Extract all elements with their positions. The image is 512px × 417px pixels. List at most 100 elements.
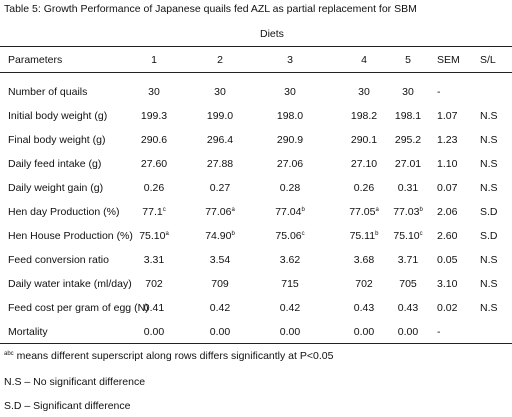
diet-2-value-text: 709 (211, 278, 229, 290)
sl-value-text: N.S (480, 110, 498, 122)
diet-3-value-superscript: c (301, 231, 305, 237)
diet-2-value-text: 0.42 (209, 302, 231, 314)
diet-5-value-text: 77.03 (393, 206, 420, 218)
sl-value-text: N.S (480, 158, 498, 170)
sl-value: N.S (480, 276, 508, 292)
diet-5-value-text: 705 (399, 278, 417, 290)
table-row: Feed conversion ratio 3.31 3.54 3.62 3.68 3.7… (0, 252, 512, 274)
diet-5-value: 27.01 (384, 156, 432, 172)
diet-5-value: 295.2 (384, 132, 432, 148)
table-row: Feed cost per gram of egg (N) 0.41 0.42 0.4… (0, 300, 512, 322)
diet-4-value: 198.2 (340, 108, 388, 124)
diet-1-value-superscript: c (162, 207, 166, 213)
diet-1-value-text: 3.31 (143, 254, 165, 266)
table-row: Daily water intake (ml/day) 702 709 715 702 7… (0, 276, 512, 298)
footnote-significance: abc means different superscript along ro… (4, 350, 333, 362)
sl-value: N.S (480, 180, 508, 196)
diet-3-value: 0.28 (266, 180, 314, 196)
header-sem: SEM (437, 54, 460, 66)
param-label-text: Mortality (8, 326, 48, 338)
sem-value-text: 1.23 (437, 134, 458, 146)
diet-4-value: 290.1 (340, 132, 388, 148)
header-diet-4: 4 (361, 54, 367, 66)
diet-3-value-text: 0.42 (279, 302, 301, 314)
diet-3-value-text: 715 (281, 278, 299, 290)
param-label-text: Daily weight gain (g) (8, 182, 104, 194)
param-label: Number of quails (8, 84, 87, 100)
diet-2-value-text: 77.06 (205, 206, 232, 218)
param-label-text: Initial body weight (g) (8, 110, 108, 122)
footnote-superscript-marker: abc (4, 351, 14, 357)
diet-2-value: 30 (196, 84, 244, 100)
diet-1-value-superscript: a (165, 231, 169, 237)
table-header-row: Parameters 1 2 3 4 5 SEM S/L (0, 52, 512, 74)
diet-1-value-text: 0.41 (143, 302, 165, 314)
diet-4-value: 75.11b (340, 228, 388, 244)
diet-5-value: 0.00 (384, 324, 432, 340)
diet-1-value: 30 (130, 84, 178, 100)
sl-value-text: S.D (480, 230, 498, 242)
diet-3-value-text: 27.06 (276, 158, 304, 170)
sem-value: 2.60 (437, 228, 467, 244)
param-label: Feed cost per gram of egg (N) (8, 300, 149, 316)
diet-3-value: 75.06c (266, 228, 314, 244)
diet-2-value: 0.00 (196, 324, 244, 340)
param-label: Daily feed intake (g) (8, 156, 101, 172)
param-label-text: Number of quails (8, 86, 88, 98)
diet-2-value-text: 74.90 (205, 230, 232, 242)
diet-4-value: 0.00 (340, 324, 388, 340)
diet-3-value: 30 (266, 84, 314, 100)
diet-1-value: 199.3 (130, 108, 178, 124)
diet-3-value-superscript: b (301, 207, 305, 213)
diet-1-value-text: 0.26 (143, 182, 165, 194)
diet-4-value-text: 0.43 (353, 302, 375, 314)
table-row: Final body weight (g) 290.6 296.4 290.9 290.… (0, 132, 512, 154)
diet-4-value-text: 30 (358, 86, 370, 98)
diet-1-value: 77.1c (130, 204, 178, 220)
sem-value-text: 1.07 (437, 110, 458, 122)
param-label: Hen House Production (%) (8, 228, 133, 244)
sem-value: 2.06 (437, 204, 467, 220)
diet-5-value-text: 75.10 (393, 230, 420, 242)
diet-4-value-text: 0.26 (353, 182, 375, 194)
diet-4-value: 0.43 (340, 300, 388, 316)
diet-3-value: 3.62 (266, 252, 314, 268)
diet-1-value-text: 290.6 (140, 134, 168, 146)
diet-1-value-text: 702 (145, 278, 163, 290)
header-diet-2: 2 (217, 54, 223, 66)
param-label-text: Daily water intake (ml/day) (8, 278, 132, 290)
diet-2-value: 27.88 (196, 156, 244, 172)
header-sl: S/L (480, 54, 496, 66)
param-label: Final body weight (g) (8, 132, 105, 148)
diet-2-value: 0.42 (196, 300, 244, 316)
diet-2-value: 3.54 (196, 252, 244, 268)
sem-value-text: - (437, 86, 441, 98)
param-label: Hen day Production (%) (8, 204, 119, 220)
diet-1-value: 290.6 (130, 132, 178, 148)
diet-5-value-text: 30 (402, 86, 414, 98)
diet-1-value: 702 (130, 276, 178, 292)
sl-value: N.S (480, 108, 508, 124)
sl-value-text: N.S (480, 254, 498, 266)
diet-2-value: 199.0 (196, 108, 244, 124)
sem-value: - (437, 324, 467, 340)
sem-value: 0.07 (437, 180, 467, 196)
diet-2-value: 296.4 (196, 132, 244, 148)
param-label: Mortality (8, 324, 48, 340)
table-row: Daily weight gain (g) 0.26 0.27 0.28 0.26 0.3… (0, 180, 512, 202)
sl-value-text: N.S (480, 278, 498, 290)
diet-5-value: 198.1 (384, 108, 432, 124)
diet-3-value: 27.06 (266, 156, 314, 172)
diet-4-value-text: 3.68 (353, 254, 375, 266)
diet-4-value: 3.68 (340, 252, 388, 268)
table-bottom-rule (0, 343, 512, 344)
diet-3-value-text: 3.62 (279, 254, 301, 266)
table-row: Number of quails 30 30 30 30 30 - (0, 84, 512, 106)
diet-5-value-text: 3.71 (397, 254, 419, 266)
sem-value-text: 2.06 (437, 206, 458, 218)
sl-value-text: N.S (480, 134, 498, 146)
diet-5-value-text: 295.2 (394, 134, 422, 146)
diet-5-value-superscript: b (419, 207, 423, 213)
diet-1-value: 0.26 (130, 180, 178, 196)
diet-4-value-text: 0.00 (353, 326, 375, 338)
